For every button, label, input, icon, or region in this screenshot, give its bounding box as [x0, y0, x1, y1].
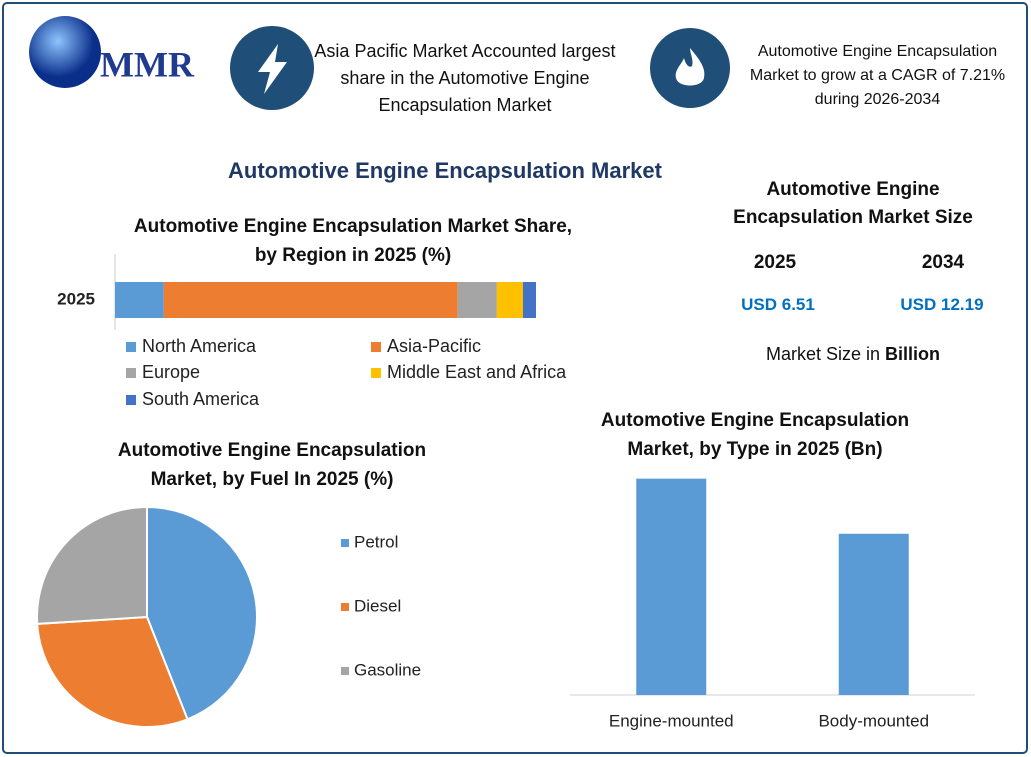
note: Market Size in [765, 344, 881, 364]
legend-label: Europe [142, 362, 200, 382]
legend-swatch [126, 395, 136, 405]
legend-swatch [126, 368, 136, 378]
x-tick-label: Engine-mounted [609, 711, 734, 730]
legend-label: North America [142, 336, 257, 356]
legend-swatch [341, 603, 349, 611]
bar-segment [115, 282, 164, 318]
size-title: Automotive Engine Encapsulation Market S… [733, 179, 973, 228]
pie-slice [36, 615, 189, 728]
legend-label: Gasoline [354, 660, 421, 679]
legend-swatch [371, 368, 381, 378]
bar-segment [163, 282, 458, 318]
pie-slice [146, 505, 258, 721]
size-value: USD 6.51 [741, 295, 815, 314]
chart-title: Automotive Engine Encapsulation Market, … [600, 410, 910, 460]
legend-swatch [341, 667, 349, 675]
year: 2034 [921, 252, 965, 273]
main-title: Automotive Engine Encapsulation Market [228, 158, 662, 183]
bolt [258, 44, 287, 94]
bar-segment [496, 282, 523, 318]
highlight: Automotive Engine Encapsulation Market t… [749, 43, 1006, 108]
legend-label: Middle East and Africa [387, 362, 567, 382]
bar [636, 478, 707, 695]
bar-segment [457, 282, 497, 318]
unit: Billion [885, 344, 941, 364]
flame [675, 48, 705, 86]
legend-label: South America [142, 389, 260, 409]
chart-title: Automotive Engine Encapsulation Market, … [117, 440, 427, 490]
size-note: Market Size in Billion [703, 344, 1003, 365]
highlight: Asia Pacific Market Accounted largest sh… [314, 41, 616, 115]
logo-globe [29, 16, 101, 88]
logo-text: MMR [100, 44, 195, 84]
pie-slice [36, 505, 148, 625]
year: 2025 [753, 252, 797, 273]
y-tick-label: 2025 [57, 289, 95, 308]
legend-swatch [341, 539, 349, 547]
legend-swatch [126, 342, 136, 352]
x-tick-label: Body-mounted [818, 711, 929, 730]
legend-label: Diesel [354, 596, 401, 615]
bar-segment [522, 282, 536, 318]
legend-label: Petrol [354, 532, 398, 551]
legend-label: Asia-Pacific [387, 336, 481, 356]
legend-swatch [371, 342, 381, 352]
chart-title: Automotive Engine Encapsulation Market S… [133, 216, 573, 266]
bar [838, 533, 909, 695]
size-value: USD 12.19 [900, 295, 984, 314]
